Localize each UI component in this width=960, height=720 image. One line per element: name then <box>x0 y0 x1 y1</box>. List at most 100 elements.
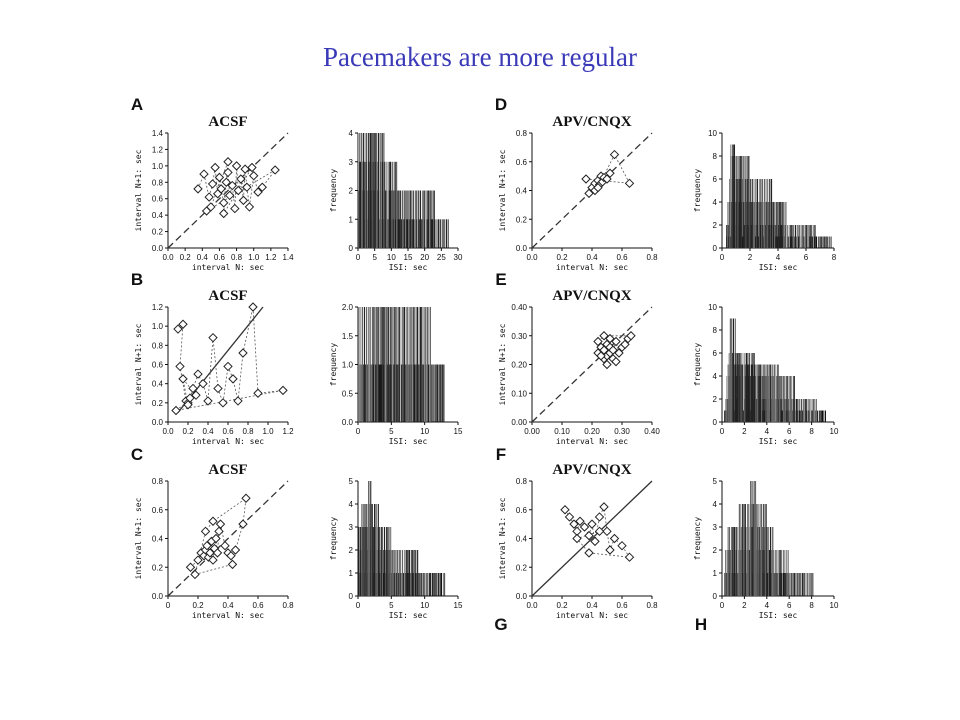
histogram-bar <box>782 202 783 248</box>
histogram-bar <box>733 144 735 248</box>
y-tick-label: 0.2 <box>152 399 164 408</box>
histogram-bar <box>400 190 402 248</box>
histogram-bar <box>391 161 393 249</box>
histogram-bar <box>798 410 800 422</box>
histogram-bar <box>430 190 432 248</box>
histogram-bar <box>826 236 828 248</box>
histogram-bar <box>778 376 781 422</box>
histogram-bar <box>771 550 772 596</box>
y-tick-label: 0.2 <box>516 563 528 572</box>
histogram-bar <box>367 527 368 596</box>
histogram-bar <box>371 307 373 422</box>
y-tick-label: 0.0 <box>152 418 164 427</box>
histogram-bar <box>748 550 750 596</box>
histogram-bar <box>724 573 725 596</box>
histogram-bar <box>779 202 781 248</box>
histogram-bar <box>766 504 767 596</box>
histogram-bar <box>814 399 816 422</box>
histogram-bar <box>774 202 776 248</box>
y-tick-label: 0.30 <box>511 332 527 341</box>
histogram-bar <box>791 399 793 422</box>
data-point <box>593 182 603 193</box>
histogram-bar <box>769 550 770 596</box>
data-point <box>220 540 230 551</box>
y-tick-label: 1.2 <box>152 145 164 154</box>
histogram-bar <box>432 219 434 249</box>
y-tick-label: 0.6 <box>516 506 528 515</box>
x-tick-label: 2 <box>742 427 747 436</box>
histogram-bar <box>813 225 814 248</box>
histogram-bar <box>390 190 392 248</box>
histogram-bar <box>365 504 366 596</box>
data-point <box>620 339 630 350</box>
histogram-bar <box>365 364 367 422</box>
histogram-bar <box>428 307 430 422</box>
histogram-bar <box>431 190 433 248</box>
data-point <box>208 555 218 565</box>
histogram-bar <box>741 364 742 422</box>
x-tick-label: 10 <box>830 427 839 436</box>
panel-title: ACSF <box>208 114 247 130</box>
histogram-bar <box>409 573 411 596</box>
histogram-bar <box>797 225 799 248</box>
histogram-bar <box>729 236 731 248</box>
histogram-bar <box>732 527 734 596</box>
histogram-bar <box>758 236 759 248</box>
histogram-bar <box>401 364 403 422</box>
x-axis-label: interval N: sec <box>192 611 264 620</box>
histogram-bar <box>737 527 739 596</box>
histogram-bar <box>388 219 390 249</box>
histogram-bar <box>724 410 726 422</box>
histogram-bar <box>372 504 373 596</box>
histogram-bar <box>738 156 740 248</box>
histogram-bar <box>433 364 434 422</box>
histogram-bar <box>780 376 781 422</box>
histogram-bar <box>416 573 417 596</box>
y-tick-label: 0.8 <box>152 178 164 187</box>
histogram-bar <box>806 399 807 422</box>
y-tick-label: 0.6 <box>152 195 164 204</box>
histogram-bar <box>803 573 805 596</box>
x-tick-label: 1.4 <box>282 253 294 262</box>
histogram-bar <box>769 527 772 596</box>
data-point <box>241 493 251 503</box>
data-point <box>605 168 615 178</box>
data-point <box>231 161 242 171</box>
data-point <box>599 331 609 341</box>
y-tick-label: 4 <box>349 129 354 138</box>
histogram-bar <box>398 307 399 422</box>
histogram-bar <box>754 481 757 596</box>
histogram-bar <box>413 550 415 596</box>
y-tick-label: 0.4 <box>516 187 528 196</box>
data-point <box>207 179 218 189</box>
histogram-bar <box>759 527 760 596</box>
histogram-bar <box>406 219 408 249</box>
histogram-bar <box>761 504 763 596</box>
histogram-bar <box>395 307 397 422</box>
histogram-bar <box>726 550 728 596</box>
histogram-bar <box>375 504 377 596</box>
panel-label-h: H <box>695 615 707 634</box>
histogram-bar <box>782 376 784 422</box>
panel-label: D <box>495 95 507 114</box>
histogram-bar <box>730 550 732 596</box>
x-tick-label: 0.40 <box>644 427 660 436</box>
x-tick-label: 0.4 <box>586 601 598 610</box>
histogram-bar <box>433 573 435 596</box>
histogram-bar <box>759 504 761 596</box>
x-tick-label: 8 <box>809 601 814 610</box>
histogram-bar <box>373 133 375 248</box>
histogram-bar <box>766 364 767 422</box>
histogram-bar <box>768 202 769 248</box>
histogram-bar <box>397 190 399 248</box>
histogram-bar <box>765 179 767 248</box>
x-tick-label: 0.6 <box>252 601 264 610</box>
histogram-bar <box>725 550 726 596</box>
x-tick-label: 5 <box>389 601 394 610</box>
histogram-bar <box>791 225 792 248</box>
data-point <box>257 182 267 192</box>
y-tick-label: 0.4 <box>152 535 164 544</box>
histogram-bar <box>394 161 395 249</box>
histogram-bar <box>428 573 430 596</box>
